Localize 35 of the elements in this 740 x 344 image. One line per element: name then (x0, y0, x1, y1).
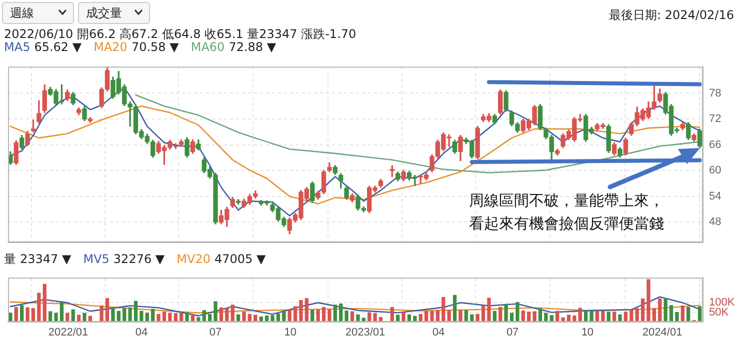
x-tick-label: 07 (506, 326, 519, 339)
y-tick-label: 50K (709, 306, 730, 318)
chart-subtitle: 最後日期: 2024/02/16 (608, 8, 734, 22)
annotation: 周線區間不破，量能帶上來， (469, 192, 664, 210)
text: MA5 (4, 40, 30, 54)
text: MV20 (176, 252, 210, 266)
x-tick-label: 2024/01 (642, 326, 682, 339)
y-tick-label: 48 (709, 216, 722, 228)
text: 72.88 ▼ (228, 40, 276, 54)
x-tick-label: 2022/01 (48, 326, 88, 339)
y-tick-label: 78 (709, 87, 722, 100)
text: MA60 (190, 40, 225, 54)
annotation: 看起來有機會撿個反彈便當錢 (469, 214, 664, 233)
x-tick-label: 04 (432, 326, 445, 339)
y-tick-label: 72 (709, 113, 722, 126)
text: 65.62 ▼ (34, 40, 82, 54)
text: 成交量 (78, 2, 150, 24)
x-tick-label: 10 (581, 326, 594, 339)
text: MA20 (94, 40, 128, 54)
text: 23347 ▼ (20, 252, 72, 266)
text: 70.58 ▼ (131, 40, 179, 54)
x-tick-label: 2023/01 (345, 326, 386, 339)
text: 47005 ▼ (214, 252, 266, 266)
text: 週線 (2, 2, 74, 24)
text: 32276 ▼ (113, 252, 165, 266)
y-tick-label: 54 (709, 190, 722, 202)
x-tick-label: 04 (135, 326, 148, 339)
text: MV5 (83, 252, 110, 266)
x-tick-label: 07 (209, 326, 222, 339)
x-tick-label: 10 (284, 326, 297, 339)
y-tick-label: 100K (709, 296, 736, 309)
text: 量 (4, 252, 16, 266)
y-tick-label: 66 (709, 138, 722, 151)
text: 2022/06/10 開66.2 高67.2 低64.8 收65.1 量23347 漲跌-1.70 (4, 27, 356, 41)
y-tick-label: 60 (709, 164, 722, 177)
